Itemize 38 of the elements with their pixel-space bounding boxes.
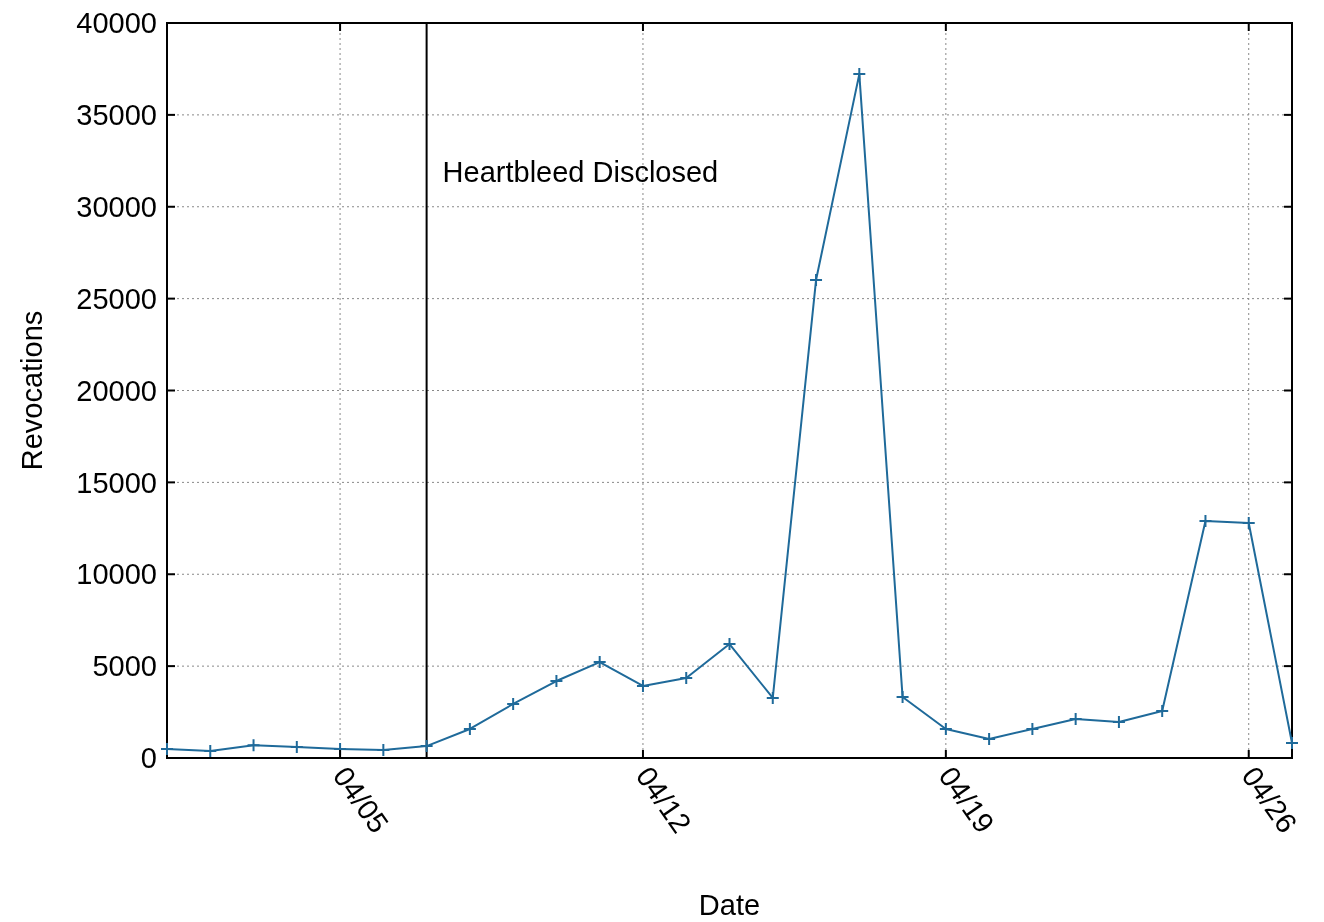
y-tick-label: 0 bbox=[140, 742, 157, 775]
point bbox=[506, 696, 521, 711]
point bbox=[376, 743, 391, 758]
point bbox=[1241, 515, 1256, 530]
point bbox=[1068, 712, 1083, 727]
point bbox=[160, 742, 174, 756]
y-tick-label: 10000 bbox=[76, 558, 157, 591]
point bbox=[462, 721, 477, 736]
point bbox=[549, 674, 564, 689]
point bbox=[1198, 513, 1213, 528]
point bbox=[1025, 721, 1040, 736]
y-axis-title: Revocations bbox=[16, 310, 48, 471]
y-tick-label: 40000 bbox=[76, 7, 157, 40]
point bbox=[1155, 703, 1170, 718]
point bbox=[809, 273, 824, 288]
y-tick-label: 25000 bbox=[76, 282, 157, 315]
y-tick-label: 20000 bbox=[76, 374, 157, 407]
ref-line-label: Heartbleed Disclosed bbox=[442, 156, 719, 188]
point bbox=[938, 721, 953, 736]
point bbox=[722, 637, 737, 652]
y-tick-label: 5000 bbox=[92, 650, 157, 683]
point bbox=[419, 739, 434, 754]
point bbox=[852, 67, 867, 82]
point bbox=[246, 738, 261, 753]
point bbox=[895, 690, 910, 704]
y-tick-label: 15000 bbox=[76, 466, 157, 499]
point bbox=[765, 690, 780, 705]
point bbox=[1285, 735, 1299, 750]
point bbox=[1111, 714, 1126, 729]
point bbox=[635, 678, 650, 693]
point bbox=[203, 744, 218, 759]
y-tick-label: 30000 bbox=[76, 190, 157, 223]
point bbox=[289, 739, 304, 754]
point bbox=[982, 732, 997, 747]
y-tick-label: 35000 bbox=[76, 99, 157, 132]
point bbox=[592, 655, 607, 670]
x-axis-title: Date bbox=[698, 889, 761, 921]
point bbox=[679, 671, 694, 686]
